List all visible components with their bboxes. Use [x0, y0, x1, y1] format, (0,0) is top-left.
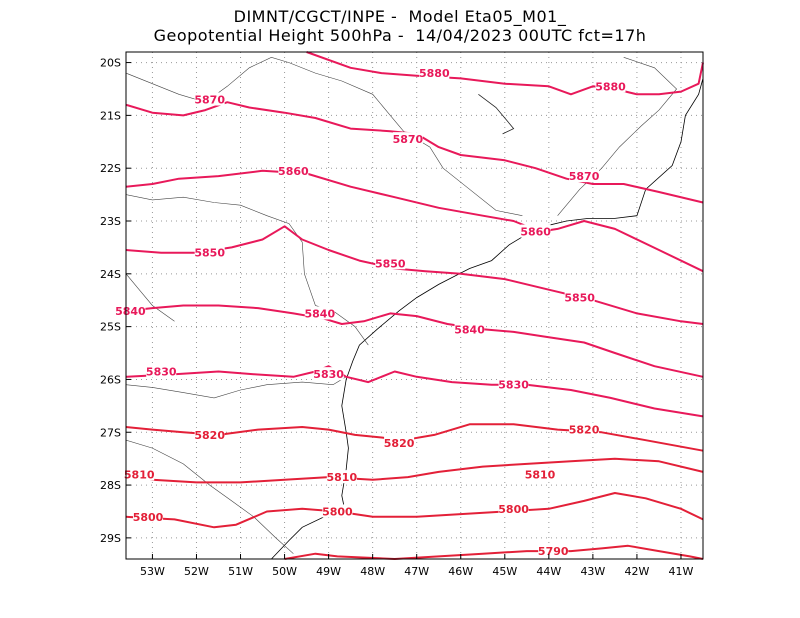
contour-label: 5860 [278, 165, 309, 178]
contour-label: 5800 [133, 511, 164, 524]
x-tick-label: 44W [536, 565, 561, 578]
map-title-line-2: Geopotential Height 500hPa - 14/04/2023 … [153, 26, 647, 45]
contour-label-bg [538, 544, 569, 558]
contour-label-bg [419, 66, 450, 80]
contour-label-bg [313, 367, 344, 381]
state-border [125, 194, 369, 346]
contour-label-bg [326, 470, 357, 484]
contour-label-bg [194, 245, 225, 259]
contour-label-bg [384, 435, 415, 449]
contour-label: 5880 [419, 67, 450, 80]
contour-label-bg [569, 422, 600, 436]
contour-label: 5870 [569, 170, 600, 183]
x-tick-label: 53W [140, 565, 165, 578]
contour-label: 5830 [313, 368, 344, 381]
contour-5830 [125, 365, 704, 418]
contour-label: 5800 [498, 503, 529, 516]
coastline-south [271, 516, 347, 560]
contour-label-bg [146, 364, 177, 378]
x-tick-label: 42W [624, 565, 649, 578]
contour-label-bg [520, 224, 551, 238]
contour-5870 [125, 101, 704, 204]
contour-label: 5850 [375, 257, 406, 270]
contour-label: 5860 [520, 226, 551, 239]
contour-label: 5820 [384, 437, 415, 450]
y-tick-label: 22S [100, 162, 121, 175]
state-border [125, 56, 523, 216]
y-tick-label: 29S [100, 532, 121, 545]
reservoir-outline [478, 93, 515, 135]
map-frame [125, 51, 704, 560]
x-tick-label: 41W [669, 565, 694, 578]
contour-lines [125, 51, 704, 560]
contour-label: 5810 [124, 469, 155, 482]
state-border [125, 439, 294, 554]
x-tick-label: 43W [580, 565, 605, 578]
state-border [125, 273, 175, 322]
contour-5880 [306, 51, 704, 96]
y-tick-label: 27S [100, 426, 121, 439]
y-tick-label: 28S [100, 479, 121, 492]
contour-label: 5820 [569, 424, 600, 437]
contour-label-bg [498, 501, 529, 515]
contour-5800 [125, 492, 704, 529]
contour-label: 5830 [146, 366, 177, 379]
contour-label-bg [194, 427, 225, 441]
x-tick-label: 48W [360, 565, 385, 578]
contour-label-bg [194, 92, 225, 106]
contour-5790 [284, 544, 704, 560]
contour-label: 5810 [327, 471, 358, 484]
contour-label-bg [133, 509, 164, 523]
x-tick-label: 46W [448, 565, 473, 578]
contour-label-bg [595, 79, 626, 93]
axis-ticks: 53W 52W 51W 50W 49W 48W 47W 46W 45W 44W 43W 42W 41W 2… [100, 57, 694, 578]
contour-5840 [125, 304, 704, 378]
contour-label: 5840 [304, 307, 335, 320]
contour-label-bg [454, 322, 485, 336]
contour-label-bg [498, 377, 529, 391]
contour-label: 5870 [393, 133, 424, 146]
x-tick-label: 45W [492, 565, 517, 578]
contour-label: 5800 [322, 505, 353, 518]
contour-label: 5850 [194, 247, 225, 260]
state-border [125, 376, 347, 399]
contour-label: 5840 [115, 305, 146, 318]
x-tick-label: 50W [272, 565, 297, 578]
y-tick-label: 25S [100, 321, 121, 334]
contour-label: 5830 [498, 379, 529, 392]
contour-label: 5870 [194, 94, 225, 107]
contour-5810 [125, 457, 704, 484]
coastline [341, 78, 704, 517]
contour-label-bg [278, 163, 309, 177]
contour-label: 5820 [194, 429, 225, 442]
contour-5850 [125, 225, 704, 325]
map-title-line-1: DIMNT/CGCT/INPE - Model Eta05_M01_ [233, 7, 567, 26]
contour-label-bg [375, 256, 406, 270]
contour-label-bg [322, 504, 353, 518]
contour-label-bg [525, 467, 556, 481]
contour-label-bg [569, 169, 600, 183]
contour-labels: 5880 5880 5870 5870 5870 5860 5860 5850 5850 5850… [115, 66, 626, 558]
contour-label-bg [115, 303, 146, 317]
contour-label: 5810 [525, 469, 556, 482]
contour-label: 5850 [564, 292, 595, 305]
contour-label: 5840 [454, 323, 485, 336]
contour-label: 5880 [595, 80, 626, 93]
y-tick-label: 24S [100, 268, 121, 281]
y-tick-label: 21S [100, 109, 121, 122]
x-tick-label: 49W [316, 565, 341, 578]
contour-label-bg [564, 290, 595, 304]
contour-label: 5790 [538, 545, 569, 558]
contour-label-bg [124, 467, 155, 481]
contour-5860 [125, 169, 704, 273]
x-tick-label: 52W [184, 565, 209, 578]
y-tick-label: 26S [100, 373, 121, 386]
contour-label-bg [304, 306, 335, 320]
contour-label-bg [392, 132, 423, 146]
y-tick-label: 20S [100, 57, 121, 70]
x-tick-label: 51W [228, 565, 253, 578]
x-tick-label: 47W [404, 565, 429, 578]
y-tick-label: 23S [100, 215, 121, 228]
